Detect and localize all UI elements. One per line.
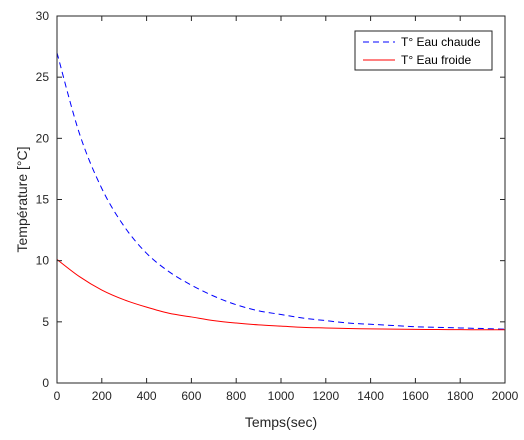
x-tick-label: 0: [54, 389, 61, 403]
x-tick-label: 400: [137, 389, 157, 403]
x-tick-label: 1600: [402, 389, 429, 403]
y-tick-label: 20: [36, 131, 50, 145]
axes-layer: 0 200 400 600 800 1000 1200 1400 1600 1800 2000 0 5 1…: [36, 9, 519, 403]
series-line-eau-chaude: [56, 52, 506, 330]
x-tick-label: 800: [226, 389, 246, 403]
y-tick-label: 5: [42, 315, 49, 329]
plot-area: [57, 16, 505, 383]
y-tick-label: 0: [42, 376, 49, 390]
x-axis-title: Temps(sec): [245, 414, 317, 430]
x-tick-label: 1400: [357, 389, 384, 403]
legend: T° Eau chaude T° Eau froide: [354, 30, 493, 71]
x-tick-label: 1000: [268, 389, 295, 403]
y-tick-label: 25: [36, 70, 50, 84]
x-tick-label: 1200: [312, 389, 339, 403]
y-tick-label: 30: [36, 9, 50, 23]
legend-label-eau-chaude: T° Eau chaude: [401, 35, 481, 49]
legend-label-eau-froide: T° Eau froide: [401, 53, 471, 67]
x-tick-label: 600: [181, 389, 201, 403]
series-layer: [56, 52, 506, 331]
x-tick-label: 2000: [492, 389, 519, 403]
y-axis-title: Température [°C]: [14, 147, 30, 253]
plot-background: [57, 16, 505, 383]
y-tick-label: 15: [36, 193, 50, 207]
x-tick-label: 200: [92, 389, 112, 403]
series-line-eau-froide: [56, 259, 506, 331]
x-tick-label: 1800: [447, 389, 474, 403]
y-tick-label: 10: [36, 254, 50, 268]
legend-box: [354, 30, 493, 71]
